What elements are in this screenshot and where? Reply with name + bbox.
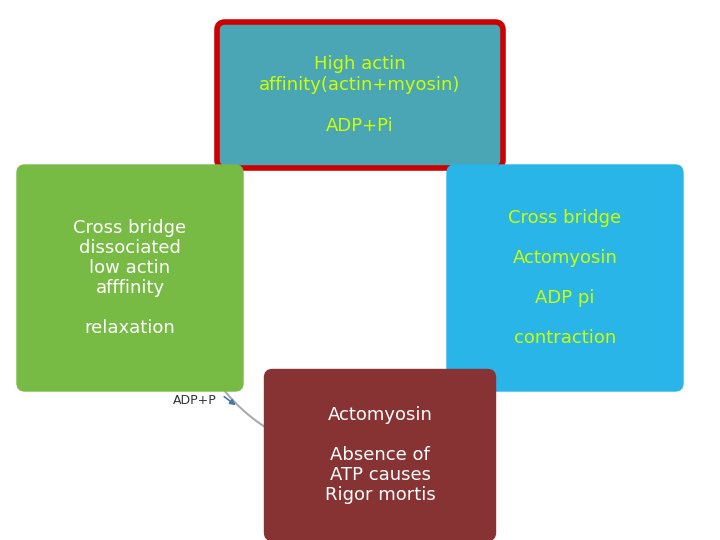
FancyBboxPatch shape (447, 165, 683, 391)
FancyBboxPatch shape (217, 22, 503, 168)
Text: High actin
affinity(actin+myosin)

ADP+Pi: High actin affinity(actin+myosin) ADP+Pi (259, 55, 461, 135)
FancyBboxPatch shape (17, 165, 243, 391)
Text: Actomyosin

Absence of
ATP causes
Rigor mortis: Actomyosin Absence of ATP causes Rigor m… (325, 406, 436, 504)
Text: Cross bridge

Actomyosin

ADP pi

contraction: Cross bridge Actomyosin ADP pi contracti… (508, 208, 621, 347)
Text: Cross bridge
dissociated
low actin
afffinity

relaxation: Cross bridge dissociated low actin afffi… (73, 219, 186, 338)
Text: ADP+P: ADP+P (173, 394, 217, 407)
FancyBboxPatch shape (264, 369, 495, 540)
